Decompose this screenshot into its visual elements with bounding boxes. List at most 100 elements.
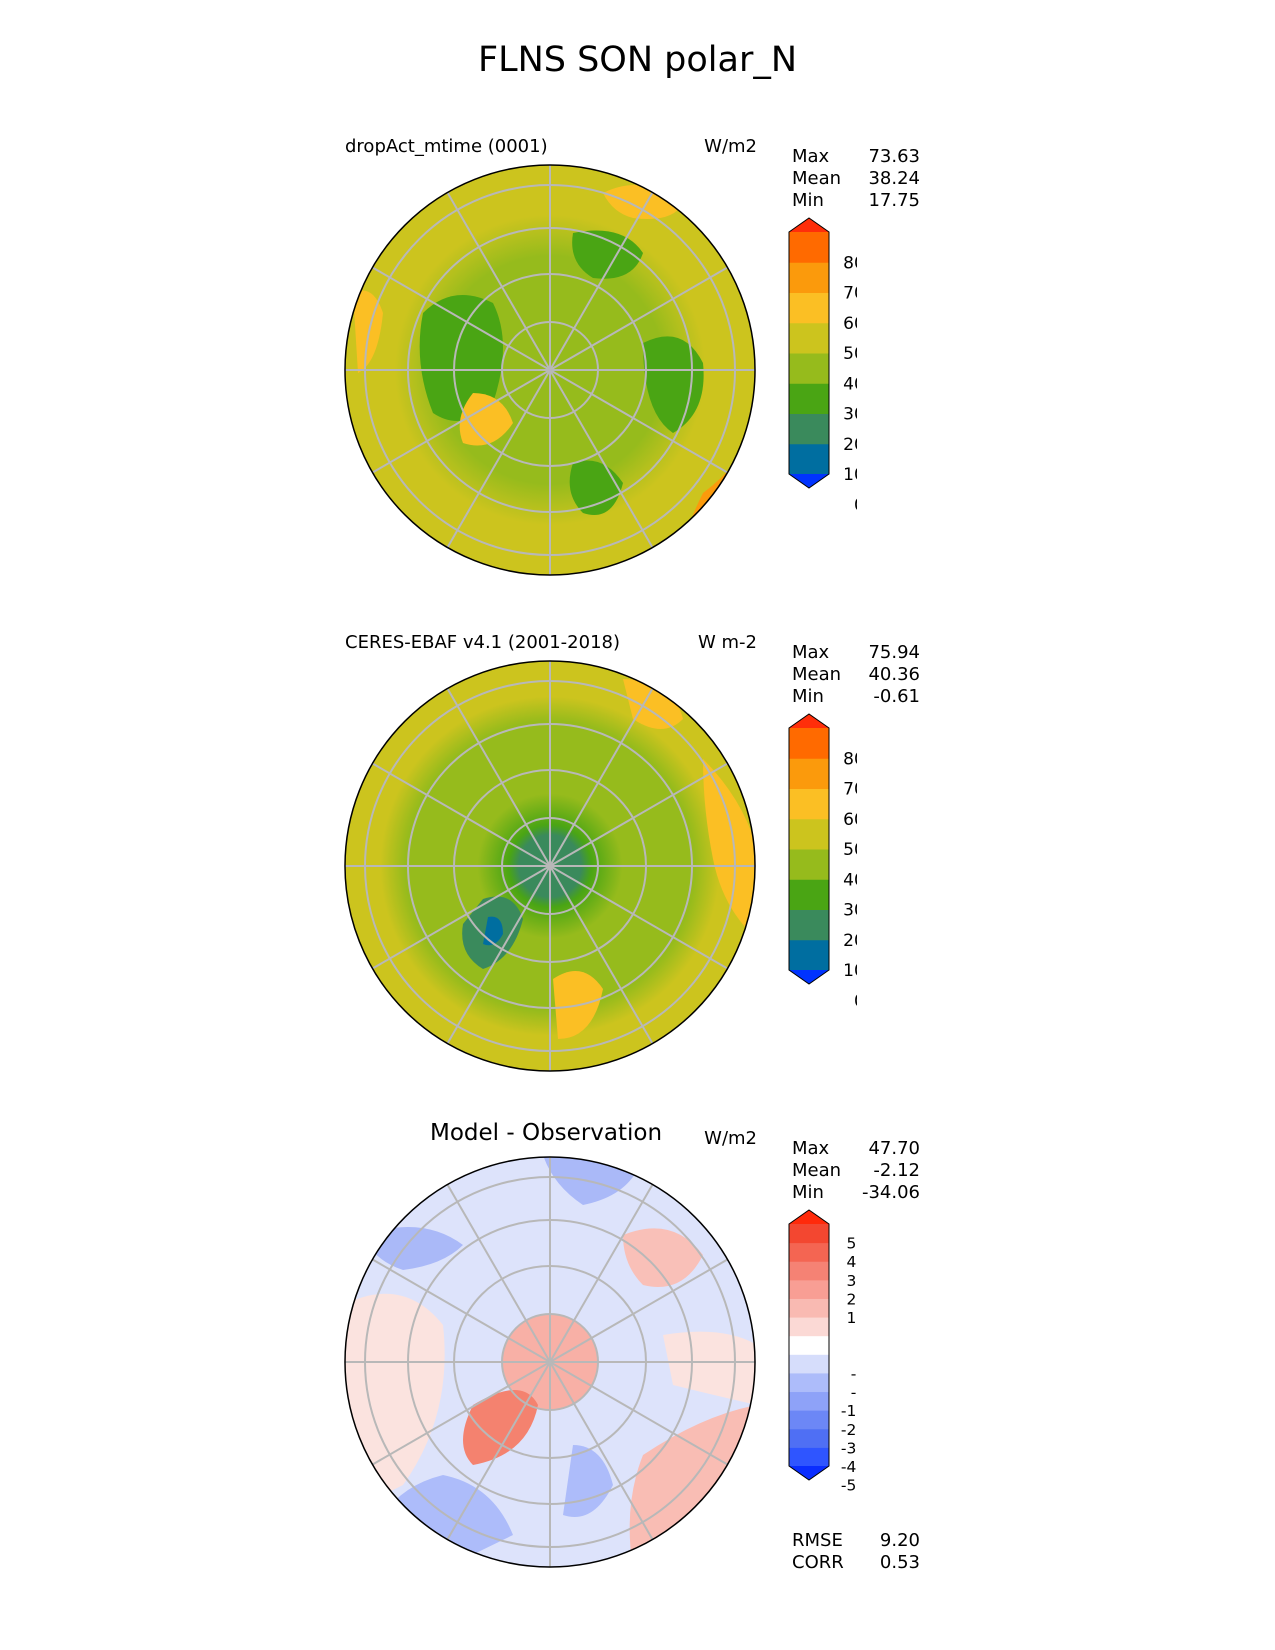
colorbar-segment (789, 1447, 829, 1467)
panel-diff: Model - Observation W/m2 Max 47.70 Mean -2… (0, 1120, 1275, 1608)
stat-label: Max (792, 146, 830, 167)
colorbar-segment (789, 788, 829, 820)
graticule (345, 165, 755, 575)
stat-label: Mean (792, 664, 842, 685)
stat-label: Max (792, 1138, 830, 1159)
colorbar-segment (789, 1261, 829, 1281)
colorbar-extend-min (789, 970, 829, 984)
panel-diff-footer: RMSE 9.20 CORR 0.53 (792, 1530, 920, 1574)
colorbar-tick-label: 2.0 (856, 1346, 857, 1364)
colorbar-tick-label: 5.0 (856, 1328, 857, 1346)
field-patch (643, 336, 704, 433)
colorbar-extend-max (789, 1210, 829, 1224)
field-patch (383, 1475, 513, 1567)
field-patch (623, 679, 683, 729)
colorbar-tick-label: 30.0 (843, 901, 857, 921)
colorbar-segment (789, 1279, 829, 1299)
colorbar-segment (789, 1298, 829, 1318)
colorbar-tick-label: 10.0 (843, 961, 857, 981)
stat-value: -2.12 (873, 1160, 920, 1181)
footer-value: 9.20 (879, 1530, 920, 1551)
colorbar-segment (789, 1354, 829, 1374)
panel-model-units: W/m2 (704, 136, 757, 157)
colorbar-tick-label: 20.0 (843, 435, 857, 455)
colorbar-segment (789, 443, 829, 475)
colorbar-tick-label: -2.0 (851, 1365, 857, 1383)
stat-value: -34.06 (861, 1182, 920, 1203)
field-patch (623, 1228, 703, 1287)
graticule (345, 1157, 755, 1567)
stat-label: Mean (792, 1160, 842, 1181)
colorbar-tick-label: -30.0 (841, 1439, 857, 1457)
colorbar-tick-label: 50.0 (843, 840, 857, 860)
field-patch (459, 393, 513, 446)
colorbar-extend-min (789, 474, 829, 488)
colorbar-tick-label: 50.0 (846, 1235, 857, 1253)
colorbar-segment (789, 292, 829, 324)
field-patch (572, 230, 643, 279)
field-patch (363, 1227, 463, 1270)
colorbar-segment (789, 1410, 829, 1430)
colorbar-tick-label: 70.0 (843, 284, 857, 304)
polar-map-obs (344, 660, 756, 1072)
colorbar-tick-label: -10.0 (841, 1402, 857, 1420)
colorbar-tick-label: 30.0 (843, 405, 857, 425)
graticule (345, 661, 755, 1071)
panel-model: dropAct_mtime (0001) W/m2 Max 73.63 Mean 3… (0, 136, 1275, 616)
figure-title: FLNS SON polar_N (477, 40, 798, 80)
footer-label: RMSE (792, 1530, 843, 1551)
colorbar-tick-label: 20.0 (846, 1290, 857, 1308)
stat-label: Min (792, 1182, 824, 1203)
stat-label: Max (792, 642, 830, 663)
panel-diff-label: Model - Observation (430, 1120, 663, 1146)
colorbar-tick-label: -5.0 (851, 1384, 857, 1402)
colorbar-segment (789, 1242, 829, 1262)
map-boundary (344, 1156, 756, 1568)
colorbar-segment (789, 1372, 829, 1393)
colorbar-segment (789, 728, 829, 759)
colorbar-diff: 50.040.030.020.010.05.02.0-2.0-5.0-10.0-… (788, 1209, 857, 1495)
colorbar-segment (789, 1317, 829, 1337)
panel-model-stats: Max 73.63 Mean 38.24 Min 17.75 (792, 146, 920, 212)
colorbar-extend-min (789, 1466, 829, 1480)
stat-value: 47.70 (868, 1138, 920, 1159)
colorbar-tick-label: 60.0 (843, 314, 857, 334)
colorbar-tick-label: 20.0 (843, 931, 857, 951)
colorbar-tick-label: 0.0 (854, 991, 857, 1011)
colorbar-tick-label: -50.0 (841, 1477, 857, 1495)
panel-diff-stats: Max 47.70 Mean -2.12 Min -34.06 (792, 1138, 920, 1204)
polar-map-diff (344, 1156, 756, 1568)
stat-value: 73.63 (868, 146, 920, 167)
stat-label: Mean (792, 168, 842, 189)
field-patch (463, 1390, 538, 1465)
colorbar-tick-label: -40.0 (841, 1458, 857, 1476)
colorbar-outline (788, 713, 830, 985)
colorbar-segment (789, 1391, 829, 1411)
polar-map-model (344, 164, 756, 576)
footer-label: CORR (792, 1552, 844, 1573)
colorbar-segment (789, 818, 829, 850)
colorbar-segment (789, 383, 829, 414)
colorbar-tick-label: 80.0 (843, 749, 857, 769)
field-patch (703, 759, 755, 939)
colorbar-segment (789, 1428, 829, 1448)
stat-value: -0.61 (873, 686, 920, 707)
stat-value: 40.36 (868, 664, 920, 685)
footer-value: 0.53 (879, 1552, 920, 1573)
colorbar-tick-label: 80.0 (843, 253, 857, 273)
colorbar-extend-max (789, 714, 829, 728)
colorbar-segment (789, 413, 829, 445)
colorbar-outline (788, 1209, 830, 1481)
stat-label: Min (792, 686, 824, 707)
stat-value: 38.24 (868, 168, 920, 189)
colorbar-segment (789, 939, 829, 971)
panel-obs: CERES-EBAF v4.1 (2001-2018) W m-2 Max 75.… (0, 632, 1275, 1112)
field-patch (563, 1445, 613, 1517)
colorbar-tick-label: 30.0 (846, 1272, 857, 1290)
colorbar-tick-label: 40.0 (843, 374, 857, 394)
colorbar-segment (789, 232, 829, 263)
colorbar-segment (789, 879, 829, 910)
colorbar-tick-label: 40.0 (846, 1253, 857, 1271)
colorbar-segment (789, 849, 829, 880)
colorbar-segment (789, 909, 829, 941)
